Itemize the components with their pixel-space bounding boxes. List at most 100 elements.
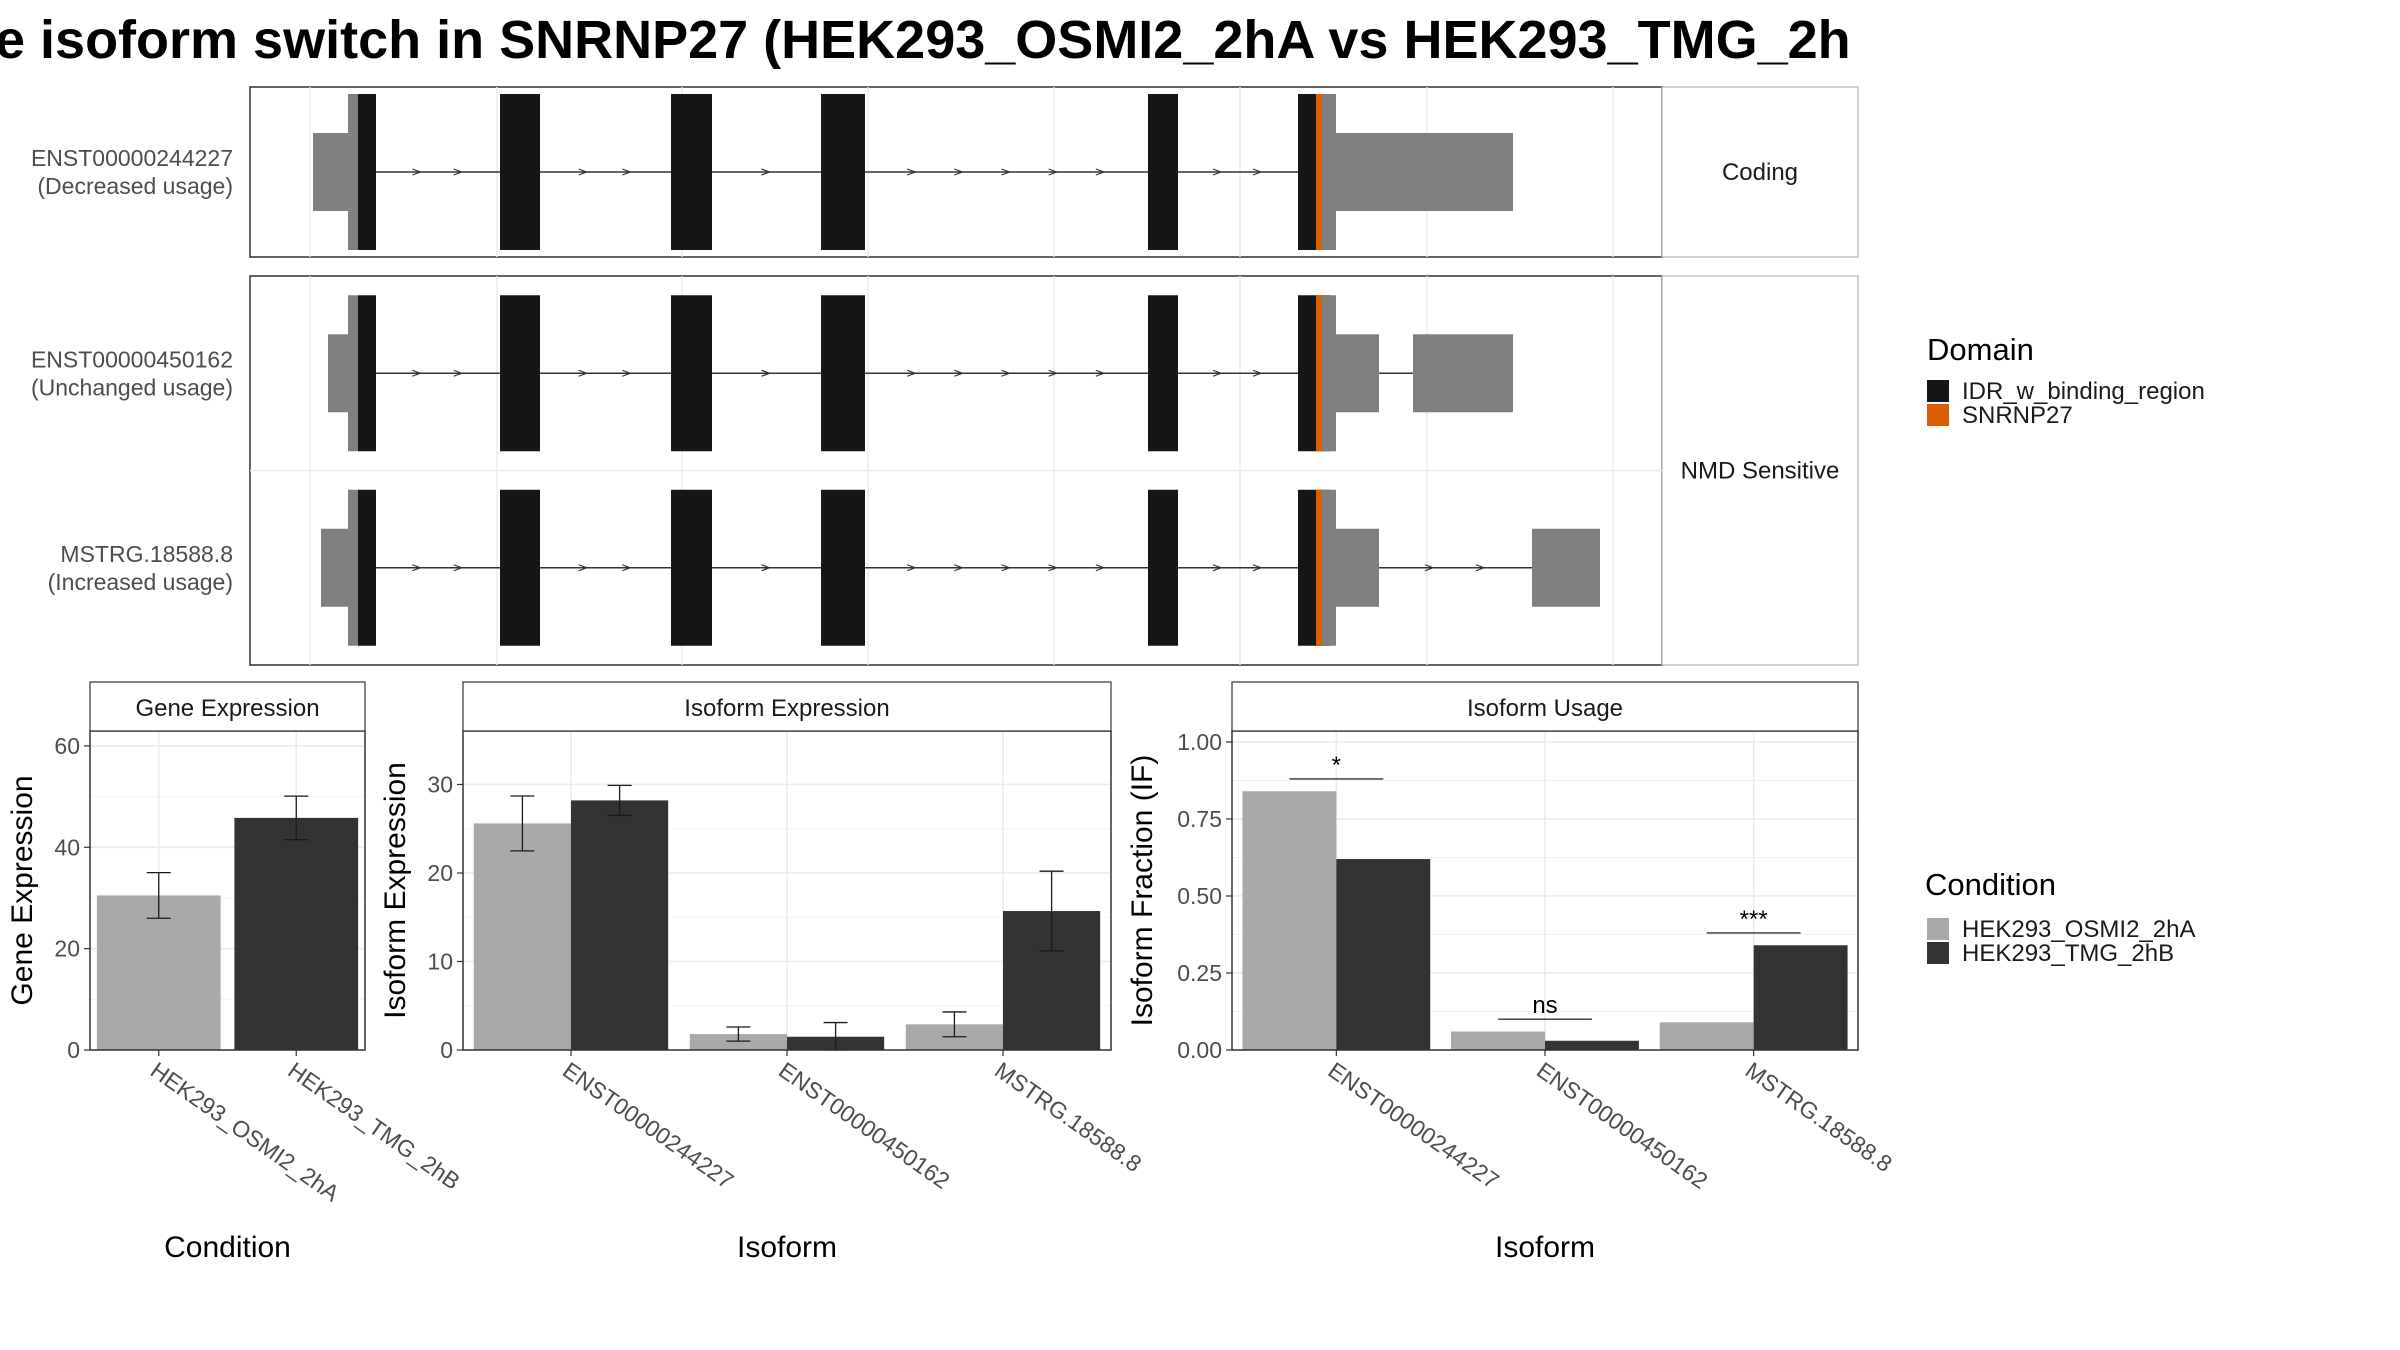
exon-idr-block [1148, 94, 1178, 250]
y-tick-label: 1.00 [1177, 729, 1222, 755]
group-label: NMD Sensitive [1681, 458, 1840, 485]
y-tick-label: 10 [427, 948, 453, 974]
bar-tmg [1545, 1040, 1639, 1050]
facet-strip [1231, 681, 1859, 732]
y-tick-label: 0.50 [1177, 883, 1222, 909]
strand-arrow [1252, 168, 1263, 176]
strand-arrow [1212, 168, 1223, 176]
cds-start-block [348, 295, 358, 452]
strand-arrow [578, 369, 589, 377]
isoform-usage-label: (Decreased usage) [37, 173, 233, 199]
strand-arrow [1048, 369, 1059, 377]
utr-3-block [1336, 334, 1379, 413]
strand-arrow [1095, 564, 1106, 572]
group-strip [1661, 275, 1859, 666]
strand-arrow [578, 564, 589, 572]
y-axis-title: Gene Expression [6, 775, 39, 1005]
exon-idr-block [500, 295, 540, 452]
legend-swatch-idr [1927, 380, 1949, 402]
y-tick-label: 0 [440, 1037, 453, 1063]
utr-5-block [321, 528, 348, 607]
legend-label-idr: IDR_w_binding_region [1962, 378, 2205, 405]
bar-tmg [1753, 945, 1848, 1050]
isoform-usage-label: (Unchanged usage) [31, 374, 233, 400]
group-strip [1661, 86, 1859, 258]
strand-arrow [1252, 564, 1263, 572]
cds-end-block [1322, 489, 1336, 646]
bar-osmi2 [1659, 1022, 1754, 1050]
strand-arrow [954, 369, 965, 377]
strand-arrow [906, 168, 917, 176]
legend-swatch-tmg [1927, 942, 1949, 964]
legend-swatch-snrnp27 [1927, 404, 1949, 426]
exon-idr-block [671, 489, 712, 646]
y-tick-label: 0 [67, 1037, 80, 1063]
strand-arrow [1001, 369, 1012, 377]
chart-1: 0 10 20 30 ENST00000244227 ENST00000450162 MST… [379, 681, 1146, 1264]
legend-swatch-osmi2 [1927, 918, 1949, 940]
strand-arrow [1212, 369, 1223, 377]
strand-arrow [1212, 564, 1223, 572]
significance-label: * [1332, 752, 1341, 779]
strand-arrow [1252, 369, 1263, 377]
strand-arrow [906, 369, 917, 377]
strand-arrow [954, 564, 965, 572]
chart-2: 0.00 0.25 0.50 0.75 1.00 ENST00000244227 ENST0… [1126, 681, 1897, 1264]
significance-label: ns [1532, 992, 1557, 1019]
bar-osmi2 [473, 823, 571, 1050]
utr-3-block [1413, 334, 1513, 413]
strand-arrow [453, 168, 464, 176]
exon-idr-block [671, 295, 712, 452]
significance-label: *** [1740, 906, 1768, 933]
y-tick-label: 60 [54, 733, 80, 759]
strand-arrow [761, 369, 772, 377]
bar-tmg [234, 817, 359, 1050]
chart-title: Isoform Usage [1467, 695, 1623, 722]
facet-strip [89, 681, 366, 732]
strand-arrow [761, 564, 772, 572]
strand-arrow [1048, 168, 1059, 176]
snrnp27-domain-block [1316, 489, 1322, 646]
exon-idr-block [821, 94, 865, 250]
x-tick-label: ENST00000244227 [1323, 1057, 1503, 1194]
strand-arrow [1001, 564, 1012, 572]
cds-end-block [1322, 295, 1336, 452]
isoform-usage-label: (Increased usage) [48, 569, 233, 595]
y-tick-label: 0.25 [1177, 960, 1222, 986]
snrnp27-domain-block [1316, 94, 1322, 250]
legend-label-snrnp27: SNRNP27 [1962, 402, 2073, 429]
utr-3-block [1336, 528, 1379, 607]
strand-arrow [622, 168, 633, 176]
legend-label-tmg: HEK293_TMG_2hB [1962, 940, 2174, 967]
figure-title: e isoform switch in SNRNP27 (HEK293_OSMI… [0, 10, 1851, 70]
strand-arrow [412, 564, 423, 572]
exon-idr-block [500, 94, 540, 250]
y-tick-label: 40 [54, 834, 80, 860]
expression-charts: 0204060HEK293_OSMI2_2hAHEK293_TMG_2hBGen… [6, 681, 1897, 1264]
bar-osmi2 [689, 1034, 787, 1050]
exon-idr-block [500, 489, 540, 646]
utr-5-block [313, 133, 348, 211]
isoform-structure-panel: Coding ENST00000244227(Decreased usage) NM… [31, 86, 1859, 666]
x-axis-title: Condition [164, 1231, 291, 1264]
cds-start-block [348, 94, 358, 250]
x-axis-title: Isoform [1495, 1231, 1595, 1264]
exon-idr-block [358, 295, 376, 452]
y-tick-label: 0.75 [1177, 806, 1222, 832]
x-tick-label: MSTRG.18588.8 [1741, 1057, 1897, 1177]
x-tick-label: ENST00000450162 [1532, 1057, 1712, 1194]
bar-tmg [571, 800, 669, 1050]
bar-osmi2 [1451, 1031, 1545, 1050]
strand-arrow [412, 168, 423, 176]
x-tick-label: ENST00000244227 [558, 1057, 738, 1194]
legend-label-osmi2: HEK293_OSMI2_2hA [1962, 916, 2195, 943]
y-axis-title: Isoform Expression [379, 762, 412, 1019]
strand-arrow [1048, 564, 1059, 572]
x-axis-title: Isoform [737, 1231, 837, 1264]
chart-title: Isoform Expression [684, 695, 889, 722]
strand-arrow [954, 168, 965, 176]
strand-arrow [1424, 564, 1435, 572]
strand-arrow [622, 369, 633, 377]
isoform-id-label: MSTRG.18588.8 [60, 541, 233, 567]
